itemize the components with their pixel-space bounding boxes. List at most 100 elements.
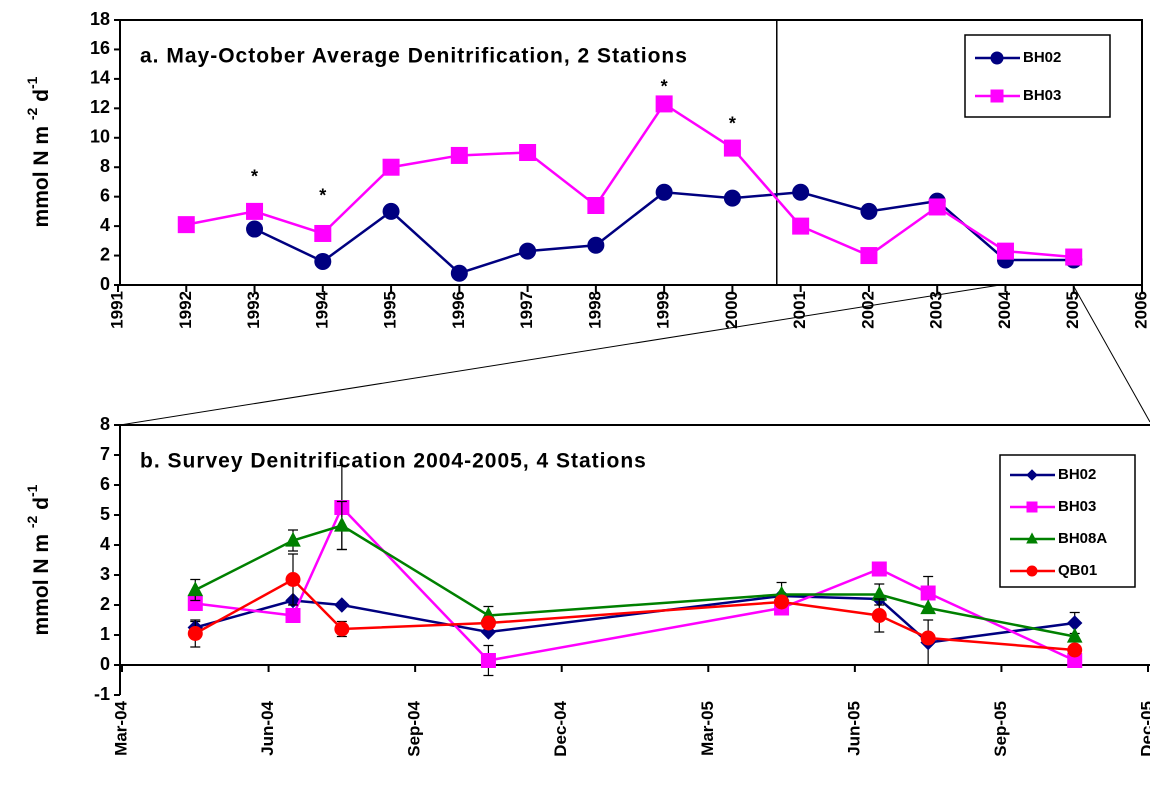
- x-tick-label: Jun-05: [844, 701, 863, 756]
- y-tick-label: 6: [100, 185, 110, 205]
- x-tick-label: 1998: [585, 291, 604, 329]
- data-point: [723, 139, 741, 157]
- series-line: [195, 505, 1076, 662]
- series-line: [194, 524, 1075, 638]
- y-tick-label: 4: [100, 534, 110, 554]
- data-point: [314, 252, 332, 270]
- legend-label: BH02: [1023, 49, 1061, 66]
- y-tick-label: 14: [90, 68, 110, 88]
- data-point: [519, 144, 537, 161]
- legend-marker: [1026, 501, 1038, 513]
- y-tick-label: 6: [100, 474, 110, 494]
- series-line: [194, 577, 1075, 652]
- y-axis-label-part: mmol N m: [30, 528, 53, 635]
- series-line: [194, 594, 1075, 644]
- y-tick-label: 2: [100, 244, 110, 264]
- data-point: [450, 146, 468, 164]
- data-point: [334, 597, 350, 613]
- legend-label: QB01: [1058, 562, 1097, 579]
- y-tick-label: 5: [100, 504, 110, 524]
- data-point: [187, 626, 203, 641]
- x-tick-label: 2000: [722, 291, 741, 329]
- y-axis-label-sup: -2: [24, 107, 40, 120]
- y-tick-label: -1: [94, 684, 110, 704]
- x-tick-label: 1994: [312, 290, 331, 328]
- x-tick-label: 2005: [1063, 291, 1082, 329]
- data-point: [655, 95, 673, 113]
- legend-label: BH03: [1023, 87, 1061, 104]
- x-tick-label: Mar-05: [698, 701, 717, 756]
- x-tick-label: 1991: [107, 291, 126, 329]
- x-tick-label: 2004: [995, 290, 1014, 328]
- series-line: [186, 102, 1074, 259]
- data-point: [1067, 642, 1083, 658]
- data-point: [177, 216, 195, 234]
- y-tick-label: 8: [100, 414, 110, 434]
- data-point: [792, 217, 810, 235]
- chart-title: a. May-October Average Denitrification, …: [140, 45, 688, 68]
- y-tick-label: 8: [100, 156, 110, 176]
- x-tick-label: Dec-04: [551, 700, 570, 756]
- data-point: [334, 621, 350, 637]
- data-point: [334, 516, 350, 532]
- series-line: [253, 190, 1074, 275]
- x-tick-label: 1993: [244, 291, 263, 329]
- data-point: [450, 264, 468, 282]
- annotation: *: [661, 76, 668, 96]
- data-point: [480, 653, 496, 668]
- y-axis-label-part: d: [30, 497, 53, 516]
- y-tick-label: 0: [100, 654, 110, 674]
- data-point: [587, 197, 605, 214]
- x-tick-label: 1995: [381, 291, 400, 329]
- zoom-line: [119, 284, 1001, 426]
- legend-label: BH08A: [1058, 530, 1107, 547]
- legend-box: [999, 454, 1136, 588]
- y-axis-label-sup: -1: [24, 76, 40, 89]
- data-point: [774, 594, 790, 610]
- data-point: [928, 198, 946, 216]
- y-tick-label: 16: [90, 38, 110, 58]
- x-tick-label: Mar-04: [111, 700, 130, 755]
- legend-marker: [1026, 532, 1038, 544]
- x-tick-label: 1996: [449, 291, 468, 329]
- data-point: [860, 247, 878, 265]
- chart-title: b. Survey Denitrification 2004-2005, 4 S…: [140, 450, 647, 473]
- legend-marker: [990, 51, 1004, 65]
- data-point: [871, 561, 887, 577]
- data-point: [285, 531, 301, 547]
- data-point: [382, 158, 400, 176]
- x-tick-label: 2006: [1131, 291, 1150, 329]
- data-point: [1065, 248, 1083, 266]
- x-tick-label: Dec-05: [1137, 701, 1150, 757]
- y-tick-label: 18: [90, 9, 110, 29]
- x-tick-label: Sep-05: [991, 701, 1010, 757]
- data-point: [587, 236, 605, 254]
- legend-marker: [1026, 565, 1038, 577]
- x-tick-label: 1992: [176, 291, 195, 329]
- y-axis-label-sup: -2: [24, 515, 40, 528]
- y-tick-label: 3: [100, 564, 110, 584]
- y-tick-label: 4: [100, 215, 110, 235]
- y-tick-label: 7: [100, 444, 110, 464]
- annotation: *: [319, 185, 326, 205]
- y-axis-label: mmol N m -2 d-1: [24, 76, 53, 227]
- data-point: [246, 220, 264, 238]
- legend-label: BH02: [1058, 466, 1096, 483]
- data-point: [860, 202, 878, 220]
- data-point: [519, 242, 537, 260]
- legend-box: [964, 34, 1111, 118]
- y-axis-label-sup: -1: [24, 484, 40, 497]
- legend-marker: [990, 89, 1004, 103]
- data-point: [996, 242, 1014, 260]
- data-point: [285, 608, 301, 623]
- data-point: [480, 615, 496, 631]
- data-point: [723, 189, 741, 207]
- x-tick-label: Sep-04: [405, 700, 424, 756]
- data-point: [285, 572, 301, 587]
- y-tick-label: 10: [90, 127, 110, 147]
- y-tick-label: 12: [90, 97, 110, 117]
- y-tick-label: 1: [100, 624, 110, 644]
- zoom-line: [1072, 284, 1150, 423]
- data-point: [246, 202, 264, 220]
